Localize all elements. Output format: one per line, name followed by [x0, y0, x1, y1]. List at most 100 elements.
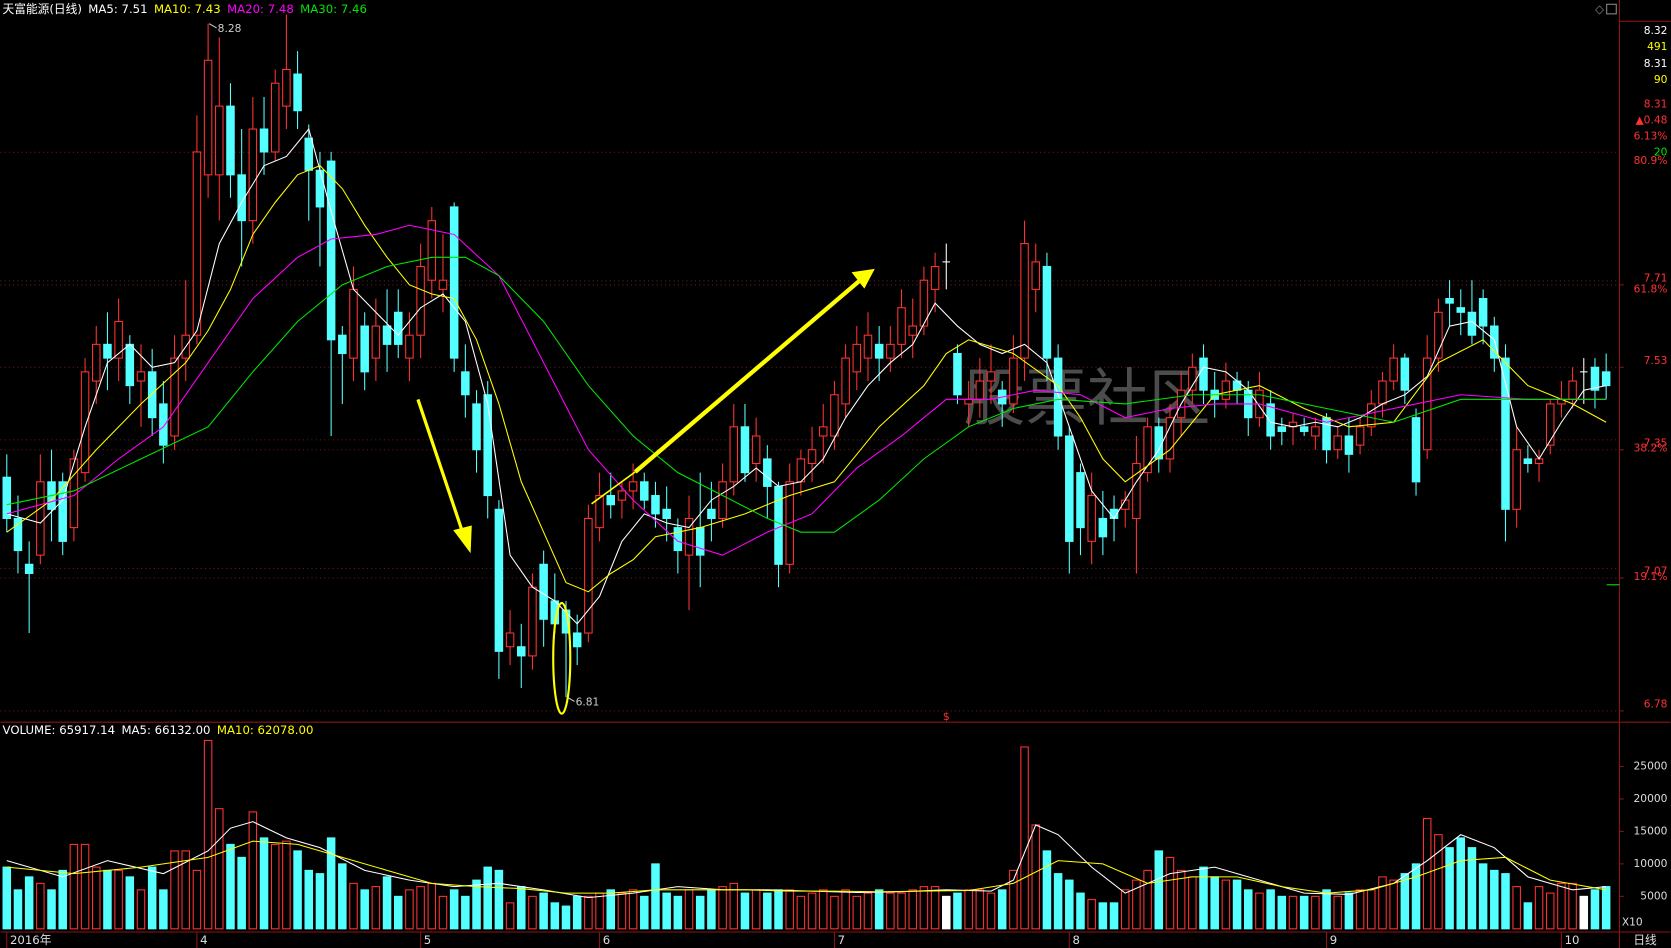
candle-body	[1065, 435, 1074, 542]
candle-body	[259, 128, 269, 153]
candle-body	[304, 137, 314, 171]
volume-bar	[1087, 899, 1096, 930]
arrow-up	[633, 279, 861, 474]
candle-body	[572, 632, 582, 648]
volume-bar	[785, 889, 794, 930]
arrow-head	[453, 525, 472, 554]
candle-body	[740, 426, 750, 474]
candle-body	[371, 325, 381, 359]
candle-body	[427, 220, 437, 281]
volume-bar	[1165, 856, 1175, 930]
candle-body	[1355, 426, 1365, 446]
candle-body	[1601, 371, 1611, 387]
volume-bar	[1434, 834, 1443, 930]
volume-bar	[718, 886, 727, 930]
volume-bar	[886, 892, 895, 930]
volume-bar	[1053, 873, 1063, 930]
volume-bar	[114, 869, 123, 930]
volume-bar	[2, 866, 12, 930]
candle-body	[964, 398, 973, 405]
header: 天富能源(日线) MA5: 7.51 MA10: 7.43 MA20: 7.48 MA3…	[3, 2, 367, 16]
candle-body	[1344, 435, 1354, 455]
candle-body	[640, 481, 649, 501]
arrow-down	[416, 398, 465, 534]
candle-body	[170, 357, 179, 437]
candle-body	[718, 481, 727, 519]
candle-body	[1389, 357, 1398, 382]
candle-body	[103, 343, 112, 359]
volume-bar	[1020, 746, 1029, 930]
candle-body	[673, 527, 683, 552]
candle-body	[416, 265, 425, 336]
candle-body	[13, 517, 23, 552]
volume-bar	[1311, 895, 1320, 930]
volume-bar	[1210, 876, 1219, 930]
fib-label: 38.2%	[1634, 441, 1668, 454]
candle-body	[818, 426, 828, 437]
chart-title: 天富能源(日线)	[3, 2, 82, 16]
icon[interactable]: ◇	[1595, 2, 1604, 16]
volume-bar	[1467, 847, 1477, 930]
event-marker: $	[943, 710, 950, 723]
candle-body	[1266, 403, 1275, 437]
candle-body	[1422, 357, 1432, 451]
volume-bar	[1076, 892, 1085, 930]
volume-bar	[80, 843, 90, 930]
x-tick-label: 7	[838, 933, 845, 947]
volume-bar	[159, 889, 168, 930]
quote-value: 20	[1654, 145, 1668, 158]
ma-line	[6, 840, 1607, 894]
candle-body	[1501, 357, 1510, 510]
volume-bar	[1355, 889, 1365, 930]
volume-bar	[550, 902, 560, 930]
candle-body	[147, 371, 157, 419]
volume-bar	[1154, 850, 1164, 930]
volume-bar	[472, 879, 481, 930]
volume-bar	[1534, 886, 1544, 930]
x-tick-label: 2016年	[10, 933, 52, 947]
volume-bar	[930, 886, 940, 930]
volume-bar	[1601, 886, 1611, 930]
candle-body	[975, 380, 985, 400]
volume-unit: X10	[1622, 915, 1643, 928]
volume-bar	[1120, 889, 1130, 930]
candle-body	[36, 481, 45, 556]
volume-bar	[103, 869, 112, 930]
volume-bar	[461, 895, 470, 930]
candle-body	[203, 59, 213, 176]
candle-body	[315, 169, 325, 208]
volume-bar	[1333, 895, 1342, 930]
legend-entry: MA5: 66132.00	[121, 723, 210, 737]
volume-bar	[1199, 866, 1208, 930]
side-panel: 7.71 7.53 7.35 7.07 6.78 80.9% 61.8% 38.2% 19.1%…	[6, 24, 1668, 948]
volume-bar	[1277, 895, 1287, 930]
candle-body	[449, 206, 459, 359]
candle-body	[1545, 403, 1555, 446]
legend-entry: MA10: 62078.00	[217, 723, 314, 737]
icon[interactable]	[1606, 3, 1617, 15]
volume-bar	[1176, 869, 1186, 930]
volume-bar	[975, 889, 985, 930]
volume-bar	[908, 889, 917, 930]
period-label[interactable]: 日线	[1633, 933, 1657, 947]
volume-bar	[349, 882, 358, 930]
candle-body	[80, 371, 90, 474]
candle-body	[897, 307, 906, 345]
candle-body	[695, 527, 705, 556]
candle-body	[2, 476, 12, 519]
candle-body	[237, 174, 246, 222]
volume-bar	[147, 866, 157, 930]
quote-value: 8.31	[1644, 97, 1668, 110]
ma-line	[6, 256, 1607, 533]
candle-body	[517, 646, 526, 657]
candle-body	[1031, 261, 1041, 290]
volume-bar	[863, 892, 873, 930]
legend-entry: MA20: 7.48	[227, 2, 294, 16]
legend-entry: MA10: 7.43	[154, 2, 221, 16]
candle-body	[125, 343, 135, 387]
quote-value: 8.32	[1644, 24, 1668, 37]
volume-bar	[1478, 863, 1488, 930]
volume-bar	[1389, 879, 1398, 930]
